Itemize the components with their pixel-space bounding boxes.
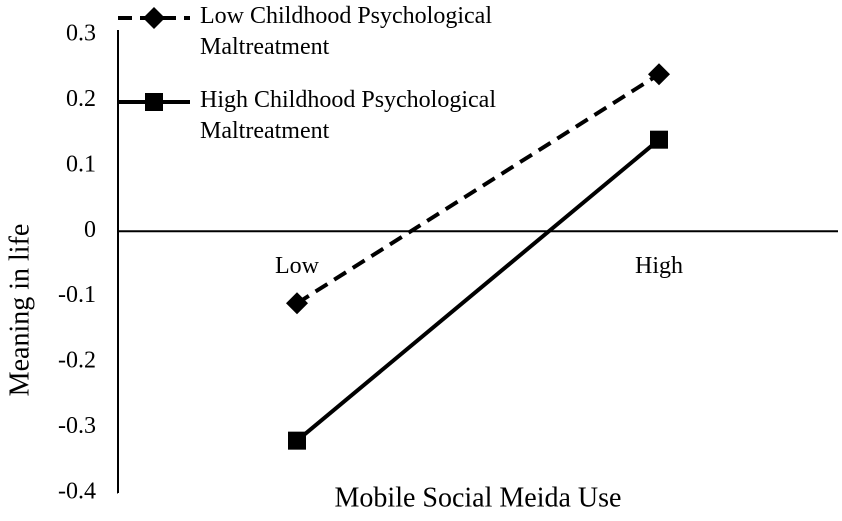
y-tick-label: 0 — [84, 217, 96, 243]
x-tick-label: High — [635, 253, 683, 279]
y-tick-label: -0.1 — [58, 282, 96, 308]
legend-marker — [145, 93, 163, 111]
x-tick-label: Low — [275, 253, 320, 279]
legend-label: High Childhood Psychological Maltreatmen… — [200, 87, 496, 144]
y-tick-label: -0.3 — [58, 413, 96, 439]
legend-label: Low Childhood Psychological Maltreatment — [200, 3, 492, 60]
series-marker — [650, 130, 668, 149]
series-line — [295, 138, 661, 443]
y-tick-label: -0.2 — [58, 348, 96, 374]
y-tick-label: 0.1 — [66, 151, 96, 177]
legend-marker — [143, 7, 165, 29]
series-line — [295, 72, 661, 305]
y-axis-title: Meaning in life — [4, 224, 35, 397]
y-tick-label: 0.2 — [66, 86, 96, 112]
y-tick-label: -0.4 — [58, 479, 96, 505]
y-tick-label: 0.3 — [66, 21, 96, 47]
series-marker — [286, 292, 308, 315]
x-axis-title: Mobile Social Meida Use — [335, 482, 622, 513]
series-marker — [648, 63, 670, 86]
series-marker — [288, 431, 306, 450]
